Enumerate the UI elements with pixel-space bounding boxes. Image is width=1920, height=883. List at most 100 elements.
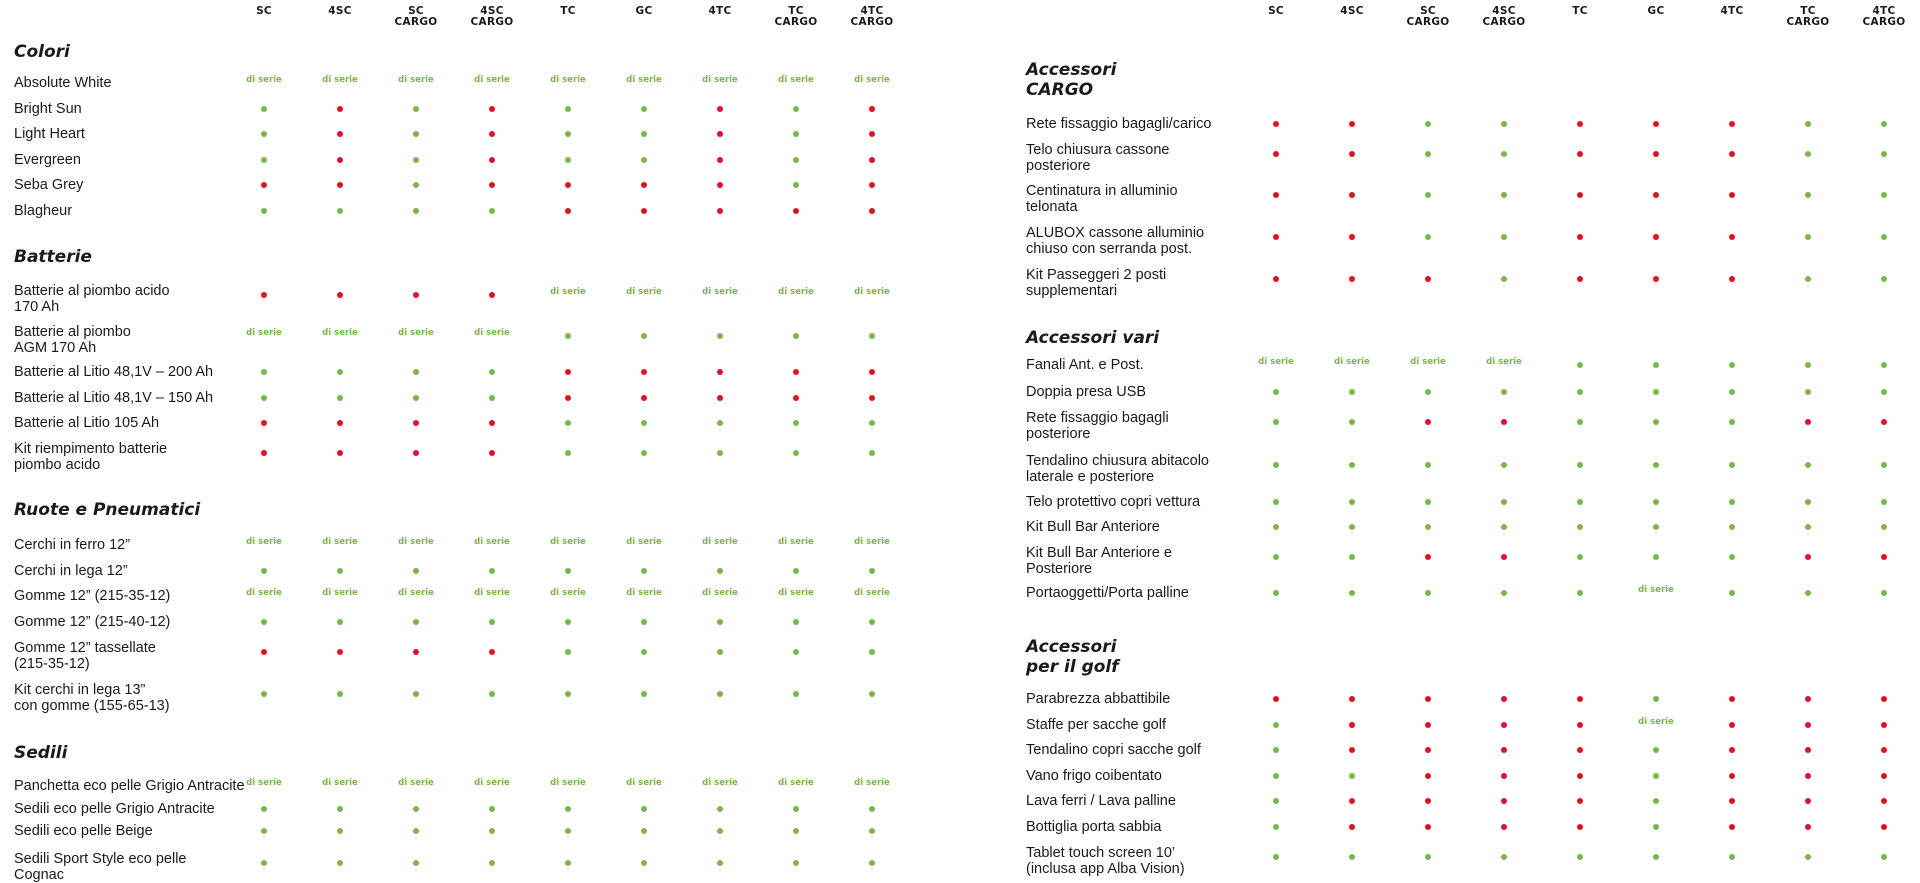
available-dot [1349,419,1355,425]
standard-badge: di serie [702,287,738,297]
row-label-bottiglia-porta-sabbia: Bottiglia porta sabbia [1026,819,1162,835]
available-dot [565,619,571,625]
available-dot [1349,554,1355,560]
not-available-dot [1729,696,1735,702]
column-header-sc: SC [1268,5,1284,17]
available-dot [1805,462,1811,468]
row-label-tendalino-chiusura-abitacolo-laterale-e-posteriore: Tendalino chiusura abitacolo laterale e … [1026,453,1209,485]
available-dot [1425,499,1431,505]
not-available-dot [337,182,343,188]
available-dot [413,369,419,375]
available-dot [261,619,267,625]
row-label-blagheur: Blagheur [14,203,73,219]
available-dot [261,131,267,137]
not-available-dot [869,369,875,375]
not-available-dot [1349,234,1355,240]
row-label-batterie-al-litio-48-1v-200-ah: Batterie al Litio 48,1V – 200 Ah [14,364,214,380]
not-available-dot [1729,773,1735,779]
available-dot [641,691,647,697]
column-header-4sc-cargo: 4SC CARGO [1482,5,1526,28]
not-available-dot [1729,276,1735,282]
available-dot [565,860,571,866]
available-dot [1729,462,1735,468]
row-label-vano-frigo-coibentato: Vano frigo coibentato [1026,768,1162,784]
available-dot [1881,590,1887,596]
available-dot [793,420,799,426]
available-dot [1273,499,1279,505]
not-available-dot [489,106,495,112]
not-available-dot [1805,696,1811,702]
available-dot [793,860,799,866]
row-label-parabrezza-abbattibile: Parabrezza abbattibile [1026,691,1171,707]
available-dot [793,619,799,625]
row-label-gomme-12-215-35-12: Gomme 12” (215-35-12) [14,588,171,604]
not-available-dot [261,182,267,188]
standard-badge: di serie [246,588,282,598]
not-available-dot [1881,747,1887,753]
not-available-dot [1729,234,1735,240]
available-dot [489,568,495,574]
not-available-dot [641,208,647,214]
not-available-dot [793,395,799,401]
available-dot [1577,524,1583,530]
available-dot [337,806,343,812]
not-available-dot [641,395,647,401]
available-dot [1425,151,1431,157]
standard-badge: di serie [322,778,358,788]
available-dot [1501,276,1507,282]
section-title-accessori-cargo: Accessori CARGO [1026,60,1117,100]
not-available-dot [1881,696,1887,702]
available-dot [1577,554,1583,560]
not-available-dot [1501,747,1507,753]
standard-badge: di serie [854,287,890,297]
row-label-kit-passeggeri-2-posti-supplementari: Kit Passeggeri 2 posti supplementari [1026,267,1167,299]
available-dot [1425,524,1431,530]
standard-badge: di serie [322,588,358,598]
not-available-dot [1425,419,1431,425]
available-dot [717,828,723,834]
available-dot [489,691,495,697]
row-label-cerchi-in-lega-12: Cerchi in lega 12” [14,563,128,579]
not-available-dot [1577,192,1583,198]
available-dot [1653,524,1659,530]
column-header-4tc: 4TC [1720,5,1744,17]
available-dot [641,860,647,866]
available-dot [1349,854,1355,860]
row-label-telo-protettivo-copri-vettura: Telo protettivo copri vettura [1026,494,1201,510]
standard-badge: di serie [398,537,434,547]
not-available-dot [489,157,495,163]
available-dot [261,828,267,834]
available-dot [869,420,875,426]
not-available-dot [1425,798,1431,804]
not-available-dot [1805,722,1811,728]
available-dot [793,828,799,834]
not-available-dot [869,395,875,401]
available-dot [793,182,799,188]
not-available-dot [413,649,419,655]
not-available-dot [1881,824,1887,830]
available-dot [1881,524,1887,530]
standard-badge: di serie [702,537,738,547]
not-available-dot [1729,747,1735,753]
available-dot [1577,362,1583,368]
available-dot [717,691,723,697]
standard-badge: di serie [398,75,434,85]
available-dot [1805,362,1811,368]
available-dot [641,806,647,812]
row-label-kit-bull-bar-anteriore: Kit Bull Bar Anteriore [1026,519,1160,535]
available-dot [1881,389,1887,395]
available-dot [337,860,343,866]
not-available-dot [1881,722,1887,728]
available-dot [489,619,495,625]
available-dot [1501,389,1507,395]
available-dot [565,157,571,163]
available-dot [1881,151,1887,157]
standard-badge: di serie [1258,357,1294,367]
available-dot [413,806,419,812]
available-dot [1425,590,1431,596]
not-available-dot [1881,773,1887,779]
available-dot [261,691,267,697]
available-dot [717,860,723,866]
available-dot [1805,121,1811,127]
column-header-4sc: 4SC [1340,5,1364,17]
